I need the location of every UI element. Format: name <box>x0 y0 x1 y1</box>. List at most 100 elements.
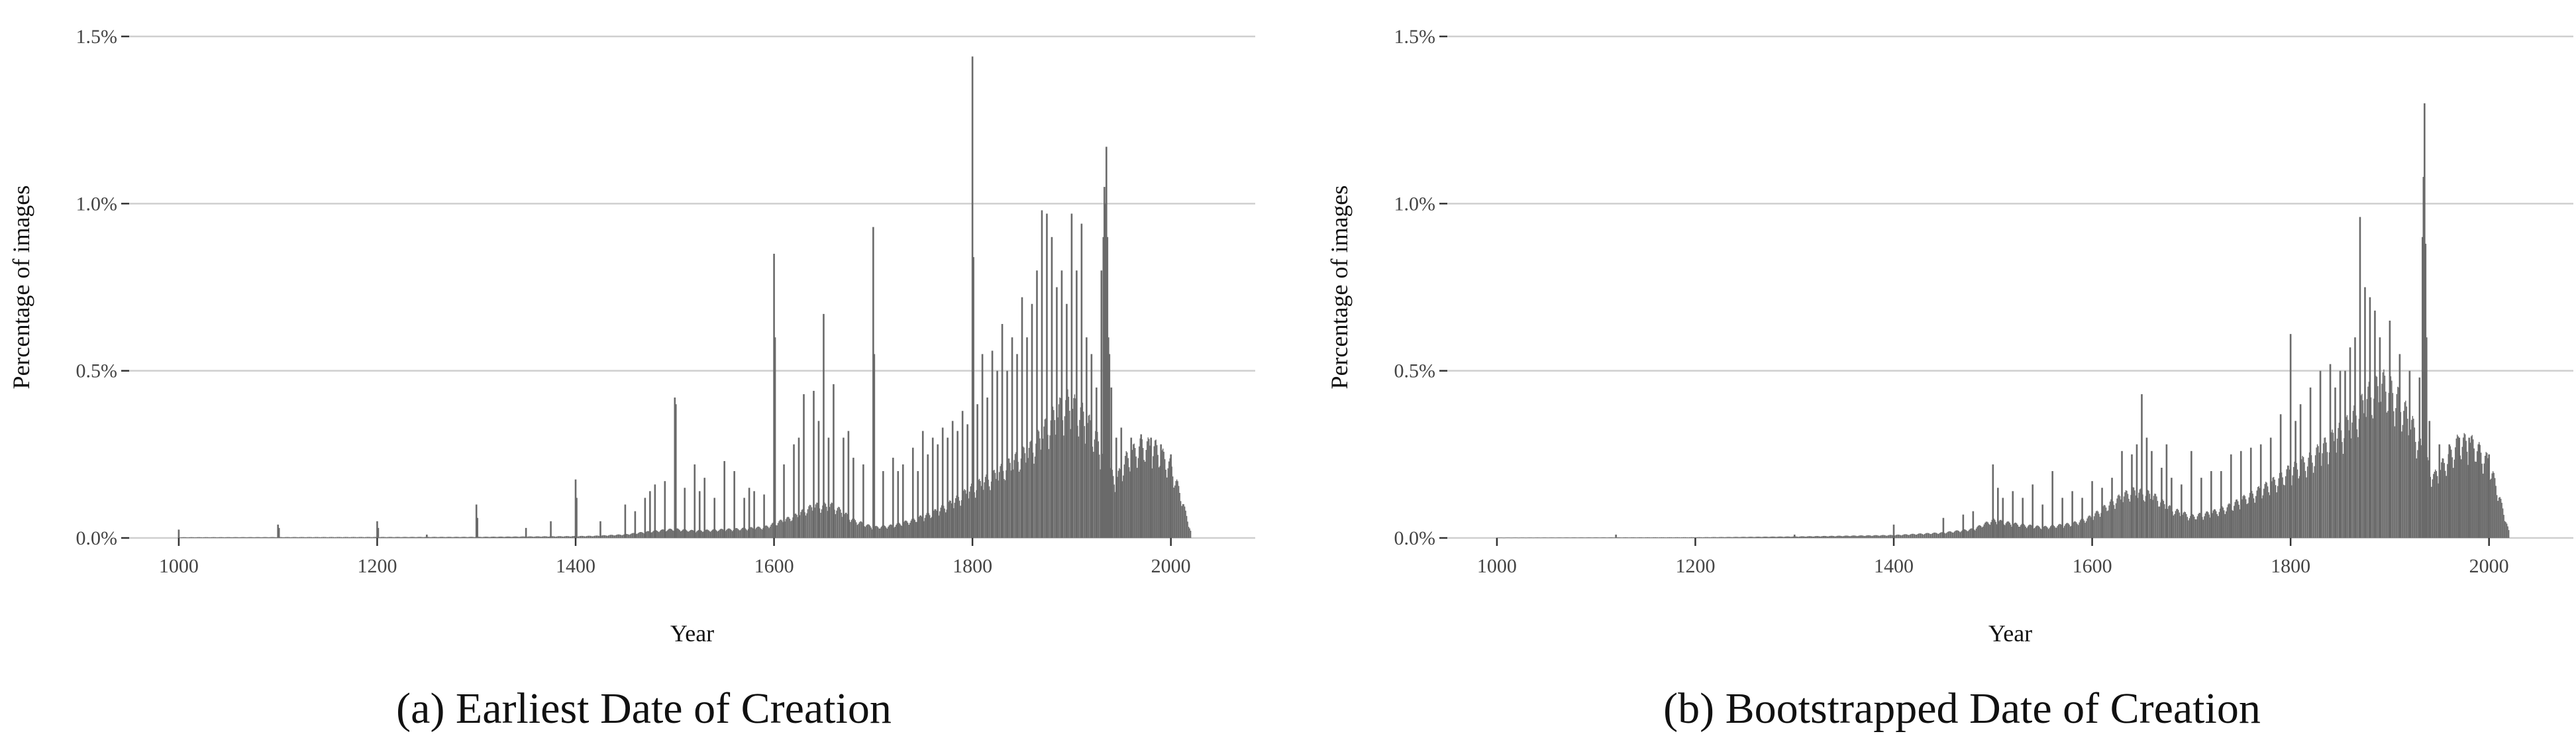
bar <box>1663 537 1665 538</box>
bar <box>2184 511 2185 538</box>
bar <box>1612 537 1614 538</box>
bar <box>1496 537 1498 539</box>
spike-bar <box>649 491 651 538</box>
bar <box>1095 431 1096 538</box>
bar <box>1894 535 1896 538</box>
bar <box>2043 525 2045 538</box>
spike-bar <box>951 421 954 538</box>
bar <box>2112 501 2114 538</box>
bar <box>2228 503 2230 538</box>
bar <box>1512 537 1514 539</box>
bar <box>2504 521 2506 538</box>
spike-bar <box>684 488 686 538</box>
bar <box>703 531 704 538</box>
bar <box>1628 537 1629 538</box>
spike-bar <box>2354 337 2356 538</box>
bar <box>988 486 990 538</box>
bar <box>1857 535 1859 538</box>
bar <box>2265 482 2267 538</box>
bar <box>951 503 953 538</box>
bar <box>953 508 954 538</box>
bar <box>509 537 511 538</box>
bar <box>1545 537 1546 538</box>
bar <box>1520 537 1521 538</box>
bar <box>2288 465 2289 538</box>
spike-bar <box>2344 370 2346 538</box>
bar <box>507 536 509 538</box>
bar <box>941 505 943 538</box>
spike-bar <box>2319 370 2322 538</box>
bar <box>472 537 473 538</box>
bar <box>1820 536 1822 538</box>
bar <box>2238 504 2240 538</box>
bar <box>2289 469 2291 538</box>
bar <box>2120 499 2122 538</box>
bar <box>1797 537 1798 538</box>
bar <box>1902 535 1904 538</box>
bar <box>1568 537 1569 538</box>
spike-bar <box>2022 498 2024 538</box>
bar <box>2192 515 2194 538</box>
bar <box>439 537 440 538</box>
bar <box>1179 493 1180 538</box>
bar <box>2167 509 2169 538</box>
bar <box>456 537 457 538</box>
bar <box>1811 536 1812 538</box>
bar <box>1172 476 1174 538</box>
bar <box>1133 443 1135 538</box>
spike-bar <box>927 454 929 538</box>
bar <box>745 529 747 538</box>
spike-bar <box>1036 270 1038 538</box>
bar <box>800 511 801 538</box>
bar <box>417 537 419 538</box>
bar <box>462 537 463 538</box>
bar <box>782 522 784 538</box>
bar <box>387 537 389 538</box>
bar <box>1563 537 1564 538</box>
bar <box>453 537 454 538</box>
bar <box>2485 452 2487 538</box>
bar <box>1580 537 1582 538</box>
bar <box>1542 537 1543 538</box>
bar <box>2148 490 2149 538</box>
bar <box>268 537 270 538</box>
bar <box>840 509 841 538</box>
bar <box>2351 422 2353 538</box>
bar <box>260 537 262 538</box>
bar <box>549 536 550 538</box>
bar <box>315 537 317 538</box>
bar <box>711 530 712 538</box>
bar <box>1931 533 1932 538</box>
bar <box>2410 429 2412 538</box>
spike-bar <box>476 517 479 538</box>
bar <box>312 537 313 538</box>
bar <box>1506 537 1508 538</box>
bar <box>1039 438 1041 538</box>
bar <box>543 536 544 538</box>
bar <box>837 507 839 538</box>
bar <box>1590 537 1592 538</box>
bar <box>444 537 445 538</box>
bar <box>1635 537 1637 538</box>
bar <box>571 536 572 538</box>
bar <box>227 537 228 538</box>
bar <box>272 537 274 538</box>
bar <box>1694 537 1696 538</box>
caption-a: (a) Earliest Date of Creation <box>396 684 892 733</box>
bar <box>450 537 451 538</box>
bar <box>2459 455 2461 538</box>
bar <box>2507 526 2508 538</box>
bar <box>1070 429 1072 538</box>
bar <box>431 537 433 538</box>
bar <box>1078 436 1080 538</box>
bar <box>627 534 629 538</box>
bar <box>2393 411 2395 538</box>
bar <box>1994 519 1996 538</box>
bar <box>587 535 588 538</box>
spike-bar <box>1108 354 1111 538</box>
bar <box>192 537 193 538</box>
bar <box>829 507 831 538</box>
bar <box>1924 533 1926 538</box>
bar <box>195 537 197 538</box>
bar <box>2473 448 2475 538</box>
